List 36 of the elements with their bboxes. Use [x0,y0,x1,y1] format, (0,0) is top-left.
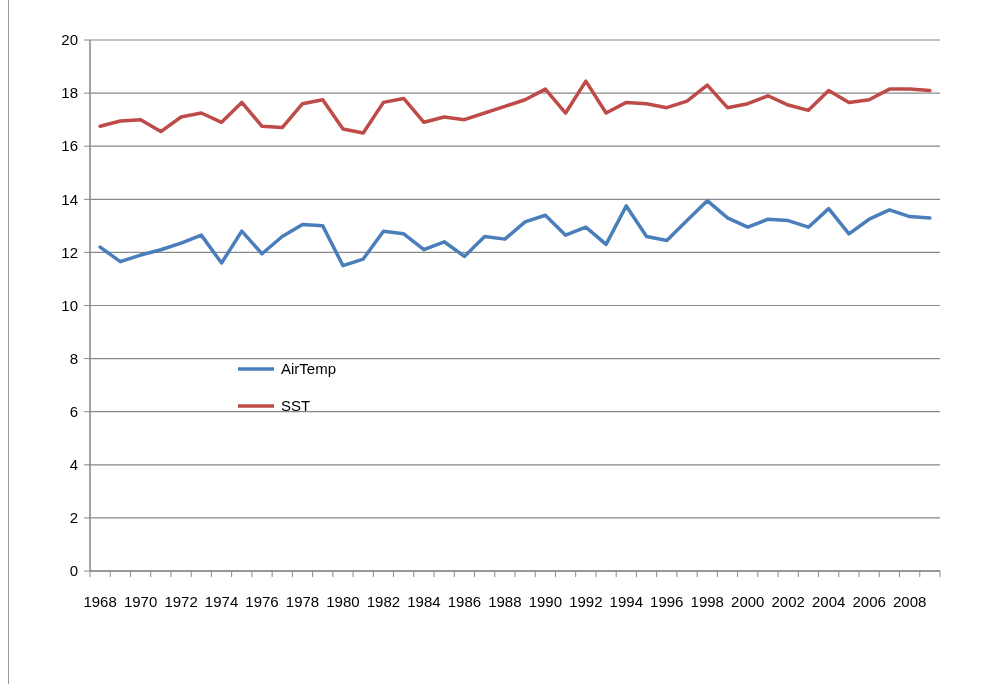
legend-label: SST [281,397,311,415]
y-tick-label: 16 [61,137,78,155]
y-tick-label: 2 [69,509,78,527]
x-tick-label: 1968 [83,593,117,610]
line-series [98,79,932,135]
x-tick-label: 2002 [771,593,805,610]
y-tick-label: 14 [61,190,78,208]
y-tick-label: 10 [61,296,78,314]
y-tick-label: 4 [69,456,78,474]
x-tick-label: 1982 [366,593,401,610]
line-series [98,198,932,268]
y-tick-label: 6 [69,402,78,420]
x-tick-label: 1996 [650,593,684,610]
x-tick-label: 1978 [285,593,320,610]
x-tick-label: 1986 [447,593,482,610]
x-tick-label: 1988 [488,593,522,610]
x-tick-label: 1970 [123,593,158,610]
y-tick-label: 18 [61,84,78,102]
x-tick-label: 2006 [852,593,886,610]
x-tick-label: 1990 [528,593,563,610]
x-tick-label: 1992 [569,593,603,610]
y-tick-label: 12 [61,243,78,261]
x-tick-label: 1980 [326,593,360,610]
x-tick-label: 1976 [245,593,279,610]
x-tick-label: 2008 [892,593,927,610]
x-tick-label: 2000 [731,593,765,610]
x-tick-label: 2004 [812,593,846,610]
y-tick-label: 0 [69,562,78,580]
x-tick-label: 1972 [164,593,198,610]
legend-label: AirTemp [281,360,337,378]
y-tick-label: 20 [61,31,78,49]
x-tick-label: 1984 [407,593,441,610]
x-tick-label: 1994 [609,593,643,610]
x-tick-label: 1974 [204,593,239,610]
y-tick-label: 8 [69,349,78,367]
x-tick-label: 1998 [690,593,724,610]
